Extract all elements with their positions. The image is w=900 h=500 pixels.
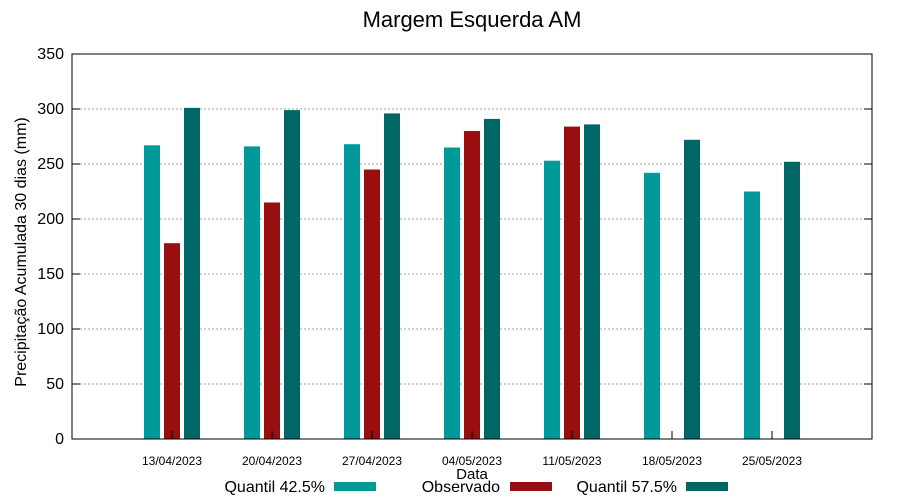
- bar-quantil-42-5: [344, 144, 360, 439]
- x-tick-label: 18/05/2023: [642, 454, 702, 468]
- x-tick-label: 04/05/2023: [442, 454, 502, 468]
- legend-swatch: [510, 482, 552, 491]
- bar-quantil-57-5: [284, 110, 300, 439]
- y-axis-label: Precipitação Acumulada 30 dias (mm): [13, 117, 30, 386]
- y-tick-label: 150: [37, 266, 64, 283]
- bar-observado: [364, 169, 380, 439]
- y-tick-label: 100: [37, 321, 64, 338]
- bar-quantil-57-5: [584, 124, 600, 440]
- x-tick-label: 13/04/2023: [142, 454, 202, 468]
- legend-swatch: [334, 482, 376, 491]
- y-tick-label: 350: [37, 46, 64, 63]
- chart-title: Margem Esquerda AM: [363, 7, 582, 32]
- legend-label: Quantil 57.5%: [576, 479, 677, 496]
- bar-quantil-42-5: [544, 160, 560, 439]
- bar-quantil-57-5: [384, 113, 400, 440]
- bars: [144, 107, 800, 440]
- bar-quantil-57-5: [684, 139, 700, 440]
- bar-quantil-57-5: [784, 161, 800, 440]
- x-tick-label: 20/04/2023: [242, 454, 302, 468]
- bar-observado: [564, 126, 580, 439]
- bar-quantil-42-5: [444, 147, 460, 439]
- y-tick-label: 0: [55, 431, 64, 448]
- x-tick-label: 25/05/2023: [742, 454, 802, 468]
- bar-quantil-42-5: [744, 191, 760, 439]
- y-axis-ticks: 0 50 100 150 200 250 300 350: [37, 46, 872, 448]
- x-axis-ticks: 13/04/2023 20/04/2023 27/04/2023 04/05/2023…: [142, 431, 802, 468]
- bar-quantil-42-5: [244, 146, 260, 439]
- legend-label: Quantil 42.5%: [224, 479, 325, 496]
- bar-observado: [164, 243, 180, 439]
- bar-quantil-57-5: [484, 118, 500, 440]
- bar-quantil-57-5: [184, 107, 200, 440]
- x-tick-label: 11/05/2023: [542, 454, 601, 468]
- y-tick-label: 300: [37, 101, 64, 118]
- legend-swatch: [686, 482, 728, 491]
- x-tick-label: 27/04/2023: [342, 454, 402, 468]
- y-tick-label: 50: [46, 376, 64, 393]
- bar-observado: [264, 202, 280, 439]
- bar-observado: [464, 131, 480, 439]
- x-axis-label: Data: [456, 466, 488, 483]
- bar-quantil-42-5: [144, 145, 160, 440]
- y-tick-label: 250: [37, 156, 64, 173]
- y-tick-label: 200: [37, 211, 64, 228]
- legend: Quantil 42.5% Observado Quantil 57.5%: [224, 479, 728, 496]
- bar-quantil-42-5: [644, 172, 660, 440]
- legend-label: Observado: [422, 479, 500, 496]
